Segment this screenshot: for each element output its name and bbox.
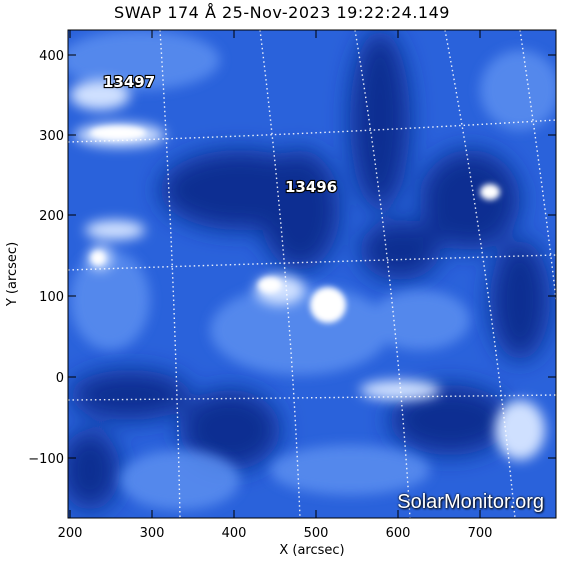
heliographic-grid <box>68 30 556 518</box>
active-region-label: 13497 <box>103 73 155 91</box>
plot-frame <box>67 29 557 519</box>
active-region-label: 13496 <box>285 178 337 196</box>
x-tick-label: 400 <box>222 526 247 541</box>
image-title: SWAP 174 Å 25-Nov-2023 19:22:24.149 <box>114 3 450 22</box>
x-axis-ticks <box>69 30 481 518</box>
x-tick-label: 300 <box>140 526 165 541</box>
y-tick-label: 200 <box>39 209 64 224</box>
x-tick-label: 500 <box>304 526 329 541</box>
x-tick-label: 700 <box>468 526 493 541</box>
x-axis-title: X (arcsec) <box>279 543 344 558</box>
y-tick-label: −100 <box>28 452 64 467</box>
y-axis-title: Y (arcsec) <box>5 242 20 307</box>
y-tick-label: 300 <box>39 129 64 144</box>
solarmonitor-watermark: SolarMonitor.org <box>397 491 544 513</box>
y-tick-label: 0 <box>56 371 64 386</box>
y-tick-label: 100 <box>39 290 64 305</box>
x-tick-label: 200 <box>58 526 83 541</box>
euv-image <box>68 30 556 518</box>
y-axis-ticks <box>68 54 556 459</box>
y-tick-label: 400 <box>39 49 64 64</box>
x-tick-label: 600 <box>386 526 411 541</box>
